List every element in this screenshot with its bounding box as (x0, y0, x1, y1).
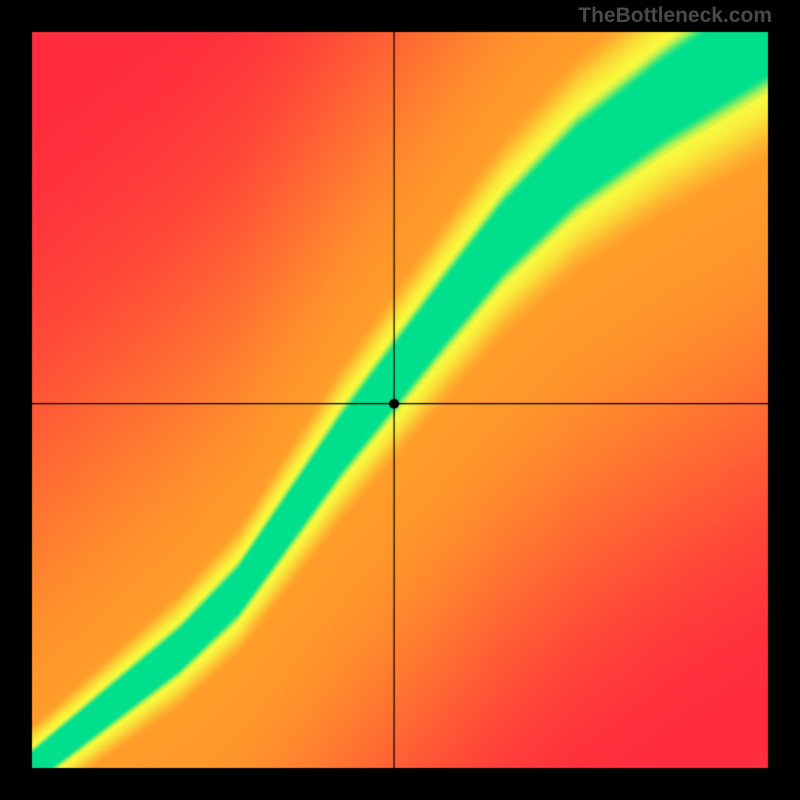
chart-container: TheBottleneck.com (0, 0, 800, 800)
heatmap-canvas (0, 0, 800, 800)
watermark-text: TheBottleneck.com (578, 4, 772, 28)
